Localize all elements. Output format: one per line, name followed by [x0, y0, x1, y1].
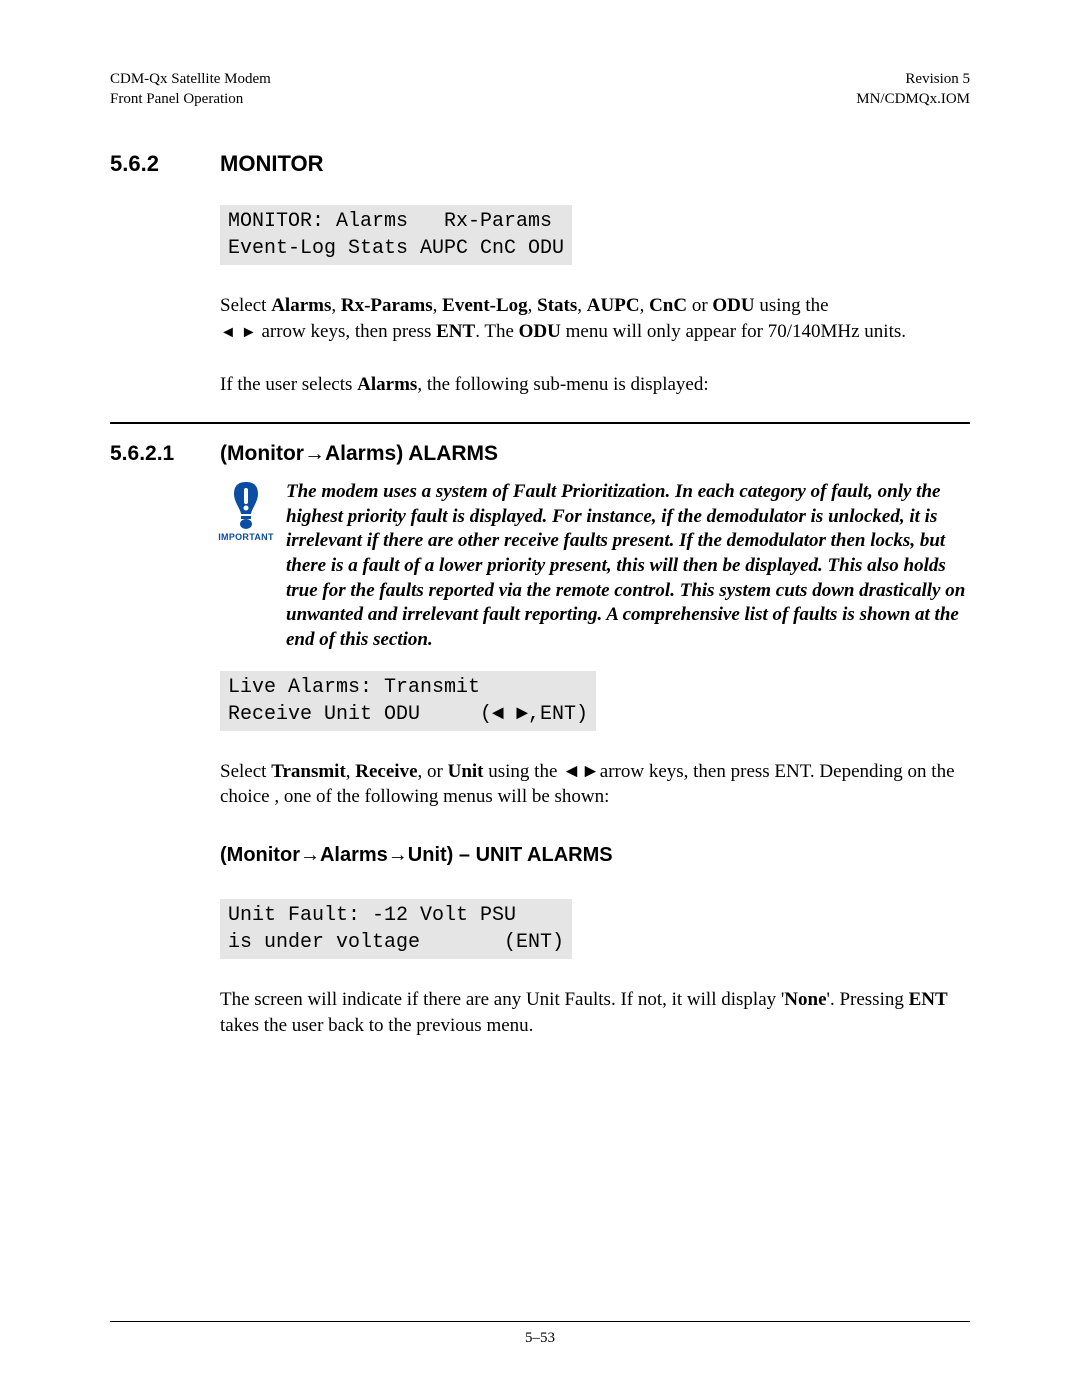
code-block-live-alarms: Live Alarms: Transmit Receive Unit ODU (… — [220, 671, 596, 731]
section-heading-5621: 5.6.2.1 (Monitor→Alarms) ALARMS — [110, 442, 970, 466]
page-content: 5.6.2 MONITOR MONITOR: Alarms Rx-Params … — [110, 109, 970, 1321]
para-if-alarms: If the user selects Alarms, the followin… — [220, 372, 970, 398]
page-header: CDM-Qx Satellite Modem Front Panel Opera… — [110, 70, 970, 109]
section-number: 5.6.2 — [110, 151, 220, 177]
code-block-unit-fault: Unit Fault: -12 Volt PSU is under voltag… — [220, 899, 572, 959]
code-block-monitor: MONITOR: Alarms Rx-Params Event-Log Stat… — [220, 205, 572, 265]
page-footer: 5–53 — [110, 1321, 970, 1347]
para-select-monitor: Select Alarms, Rx-Params, Event-Log, Sta… — [220, 293, 970, 344]
arrow-left-icon — [220, 321, 236, 342]
section-title: MONITOR — [220, 151, 323, 177]
header-right: Revision 5 MN/CDMQx.IOM — [856, 70, 970, 109]
header-right-line2: MN/CDMQx.IOM — [856, 90, 970, 110]
para-select-alarms: Select Transmit, Receive, or Unit using … — [220, 759, 970, 810]
arrow-right-icon: → — [300, 844, 320, 866]
section-heading-562: 5.6.2 MONITOR — [110, 151, 970, 177]
important-text: The modem uses a system of Fault Priorit… — [286, 480, 970, 653]
header-left: CDM-Qx Satellite Modem Front Panel Opera… — [110, 70, 271, 109]
page-number: 5–53 — [525, 1330, 555, 1346]
arrow-right-icon: → — [304, 442, 325, 465]
section-title: (Monitor→Alarms) ALARMS — [220, 442, 498, 466]
section-divider — [110, 422, 970, 424]
important-note: IMPORTANT The modem uses a system of Fau… — [220, 480, 970, 653]
header-left-line1: CDM-Qx Satellite Modem — [110, 70, 271, 90]
important-label: IMPORTANT — [218, 532, 274, 542]
header-left-line2: Front Panel Operation — [110, 90, 271, 110]
header-right-line1: Revision 5 — [856, 70, 970, 90]
important-icon — [224, 480, 268, 530]
arrow-left-icon — [562, 761, 581, 782]
para-unit-faults: The screen will indicate if there are an… — [220, 987, 970, 1038]
document-page: CDM-Qx Satellite Modem Front Panel Opera… — [0, 0, 1080, 1397]
section-heading-unit-alarms: (Monitor→Alarms→Unit) – UNIT ALARMS — [220, 844, 970, 867]
arrow-right-icon: → — [388, 844, 408, 866]
arrow-right-icon — [241, 321, 257, 342]
important-icon-wrap: IMPORTANT — [220, 480, 272, 542]
section-number: 5.6.2.1 — [110, 442, 220, 466]
arrow-right-icon — [581, 761, 600, 782]
